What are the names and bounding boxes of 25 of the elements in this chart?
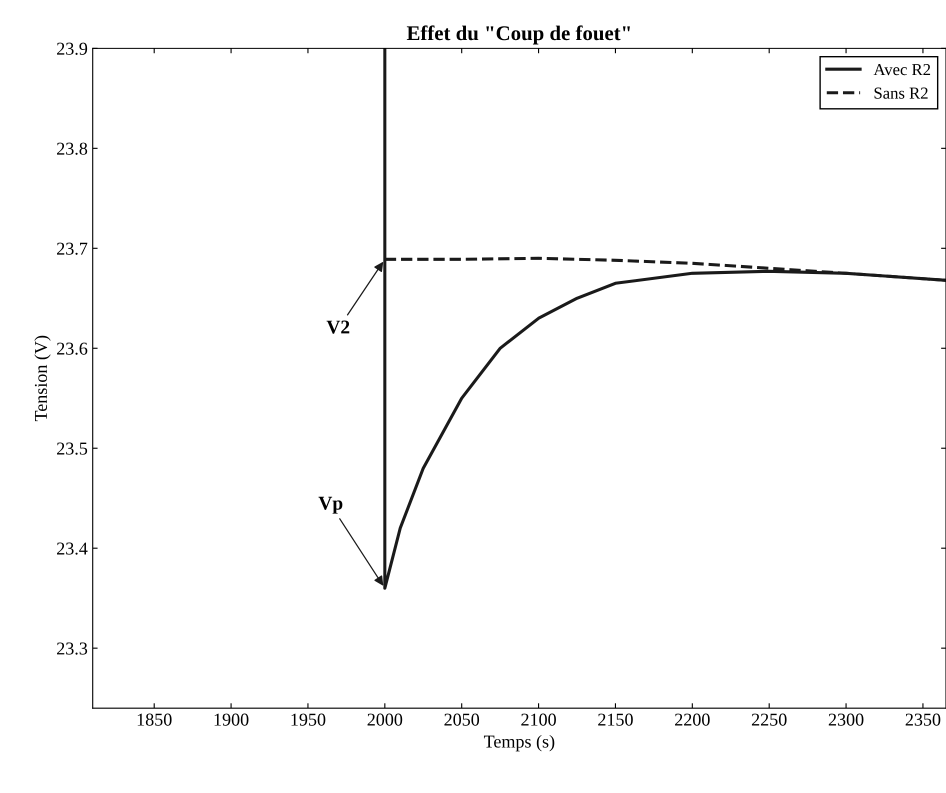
legend-label: Sans R2	[874, 88, 928, 99]
x-tick-label: 1850	[138, 714, 172, 726]
x-tick-label: 2050	[444, 714, 480, 726]
x-tick-label: 2200	[675, 714, 710, 726]
annotation: Vp	[318, 496, 342, 514]
y-tick-label: 23.5	[57, 442, 88, 455]
x-tick-label: 2250	[752, 714, 787, 726]
y-tick-label: 23.7	[57, 242, 88, 255]
x-axis-title: Temps (s)	[484, 734, 554, 752]
x-tick-label: 2100	[521, 714, 556, 726]
y-tick-label: 23.4	[57, 542, 88, 555]
y-tick-label: 23.3	[57, 642, 88, 655]
legend-label: Avec R2	[874, 64, 930, 76]
y-tick-label: 23.9	[57, 42, 88, 55]
y-axis-title: Tension (V)	[34, 336, 51, 422]
x-tick-label: 2150	[598, 714, 633, 726]
x-tick-label: 2350	[906, 714, 940, 726]
x-tick-label: 2000	[368, 714, 402, 726]
annotation: V2	[326, 320, 350, 334]
x-tick-label: 1900	[214, 714, 248, 726]
y-tick-label: 23.8	[57, 142, 88, 155]
y-tick-label: 23.6	[57, 342, 88, 355]
x-tick-label: 1950	[291, 714, 326, 726]
x-tick-label: 2300	[828, 714, 864, 726]
chart-title: Effet du "Coup de fouet"	[406, 25, 630, 44]
